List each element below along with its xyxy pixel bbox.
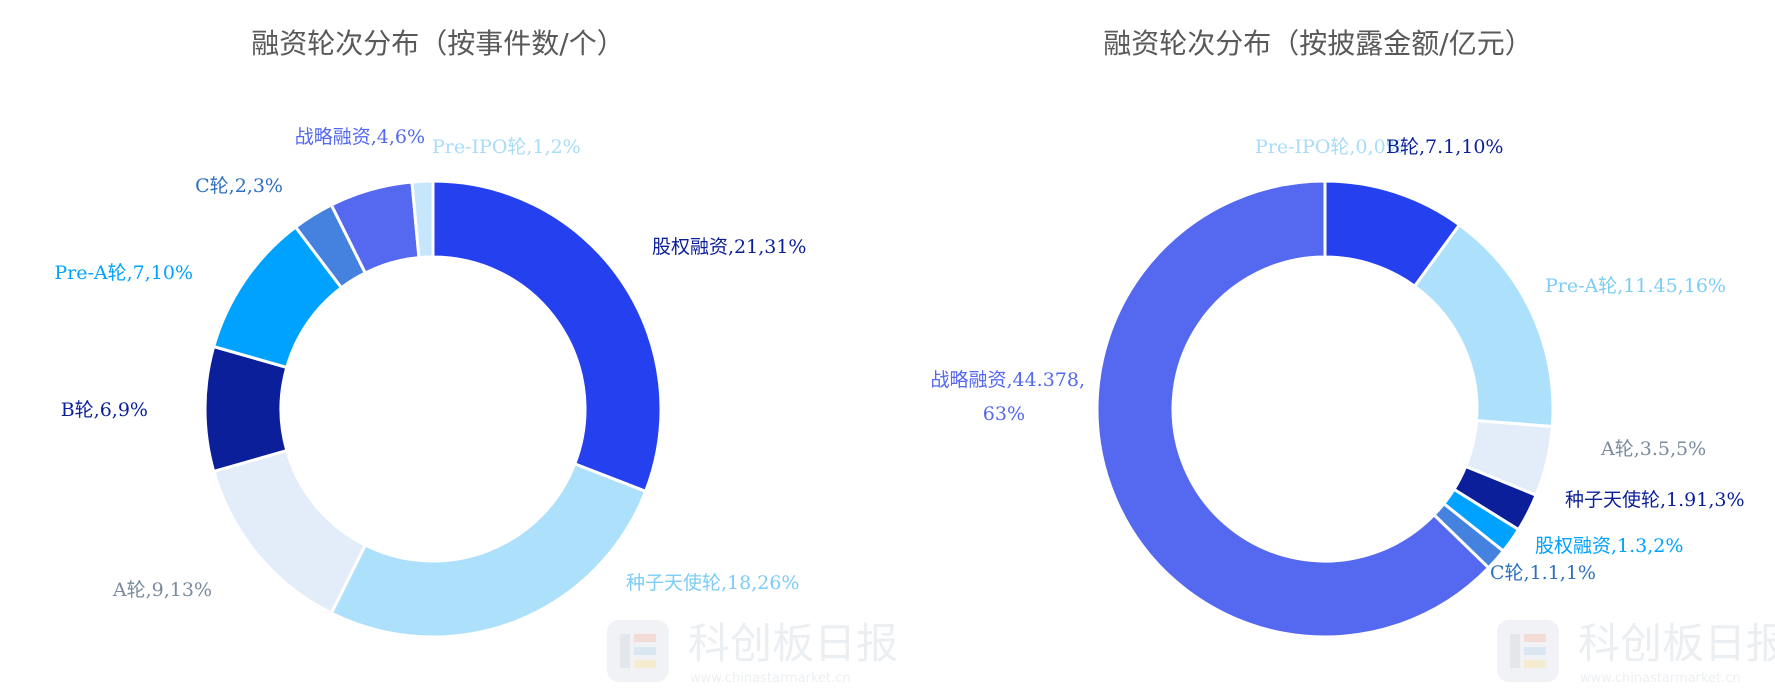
donut-chart-amounts: 融资轮次分布（按披露金额/亿元） Pre-IPO轮,0,0%B轮,7.1,10%… (930, 27, 1745, 639)
brand-logo-icon (1497, 620, 1559, 682)
brand-logo-icon (607, 620, 669, 682)
data-label: 种子天使轮,1.91,3% (1565, 489, 1745, 511)
data-label: C轮,1.1,1% (1490, 562, 1596, 584)
chart-title-events: 融资轮次分布（按事件数/个） (251, 27, 624, 60)
chart-title-amounts: 融资轮次分布（按披露金额/亿元） (1103, 27, 1532, 60)
data-label: Pre-A轮,11.45,16% (1545, 275, 1726, 297)
data-label: 战略融资,4,6% (295, 126, 425, 148)
watermark-url: www.chinastarmarket.cn (690, 671, 851, 686)
data-label: 股权融资,1.3,2% (1535, 535, 1683, 557)
data-label: Pre-IPO轮,1,2% (432, 136, 581, 158)
data-label: Pre-A轮,7,10% (54, 262, 193, 284)
data-label: Pre-IPO轮,0,0% (1255, 136, 1404, 158)
data-label: 战略融资,44.378, 63% (930, 369, 1085, 425)
watermark-url: www.chinastarmarket.cn (1580, 671, 1741, 686)
data-label: B轮,6,9% (61, 399, 148, 421)
donut-slice (410, 179, 435, 260)
slices-amounts (1095, 179, 1555, 639)
donut-chart-events: 融资轮次分布（按事件数/个） 股权融资,21,31% 种子天使轮,18,26% A轮… (54, 27, 807, 639)
watermark-brand: 科创板日报 (688, 619, 898, 668)
watermark-left: 科创板日报 www.chinastarmarket.cn (607, 619, 898, 686)
donut-slice (329, 461, 648, 639)
watermark-brand: 科创板日报 (1578, 619, 1775, 668)
data-label: A轮,3.5,5% (1600, 438, 1706, 460)
data-label: 股权融资,21,31% (652, 236, 807, 258)
data-label: A轮,9,13% (112, 579, 212, 601)
data-label: B轮,7.1,10% (1386, 136, 1504, 158)
watermark-right: 科创板日报 www.chinastarmarket.cn (1497, 619, 1775, 686)
donut-slice (1095, 179, 1491, 639)
data-label: 种子天使轮,18,26% (626, 572, 800, 594)
labels-events: 股权融资,21,31% 种子天使轮,18,26% A轮,9,13% B轮,6,9% Pr… (54, 126, 806, 601)
donut-slice (211, 448, 368, 616)
labels-amounts: Pre-IPO轮,0,0%B轮,7.1,10% Pre-A轮,11.45,16% A… (930, 136, 1744, 584)
donut-slice (431, 179, 663, 494)
data-label: C轮,2,3% (195, 175, 283, 197)
slices-events (203, 179, 663, 639)
